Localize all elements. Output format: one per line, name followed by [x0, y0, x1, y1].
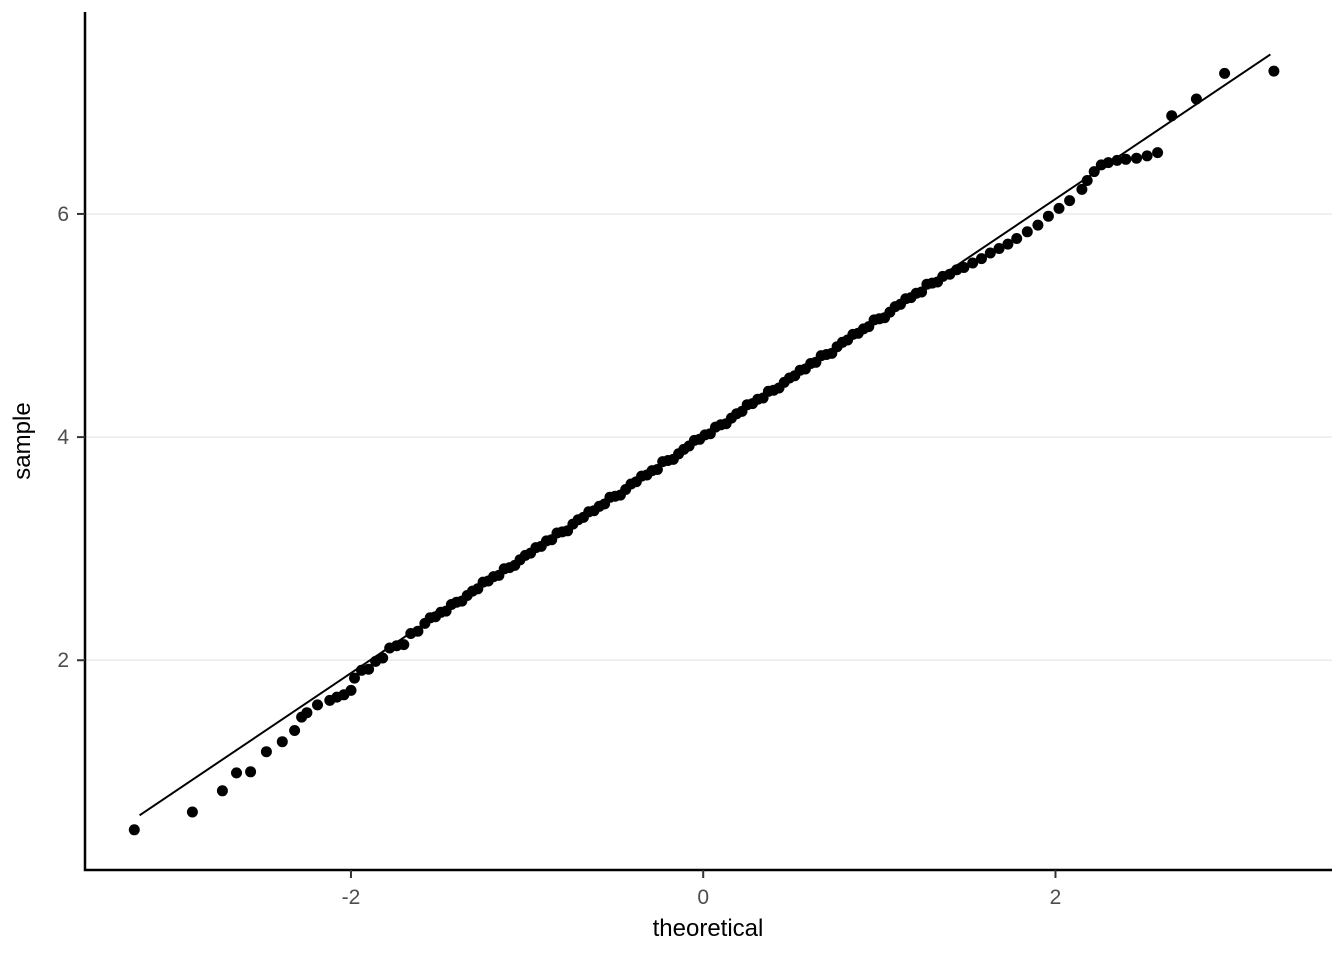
- data-point: [984, 247, 996, 259]
- y-tick-label: 2: [57, 649, 69, 672]
- data-point: [1042, 210, 1054, 222]
- data-point: [1064, 195, 1076, 207]
- data-point: [186, 806, 198, 818]
- data-point: [245, 766, 257, 778]
- data-point: [1011, 233, 1023, 244]
- data-point: [976, 253, 987, 265]
- y-axis-title: sample: [9, 402, 36, 479]
- data-point: [412, 625, 424, 637]
- data-point: [260, 746, 272, 758]
- data-point: [276, 736, 288, 748]
- data-point: [312, 699, 323, 711]
- data-point: [216, 785, 228, 797]
- data-point: [1053, 202, 1065, 214]
- y-tick-label: 6: [57, 203, 69, 226]
- data-point: [1076, 183, 1088, 195]
- data-point: [1268, 65, 1280, 77]
- data-point: [1111, 154, 1123, 166]
- data-point: [363, 663, 375, 675]
- data-point: [289, 725, 301, 736]
- x-tick-label: -2: [342, 886, 361, 909]
- data-point: [1021, 226, 1033, 238]
- data-point: [1081, 175, 1093, 186]
- data-point: [398, 639, 410, 651]
- data-point: [231, 767, 242, 779]
- x-axis-title: theoretical: [653, 915, 764, 942]
- data-point: [958, 262, 970, 273]
- axis-ticks: [77, 212, 1057, 878]
- data-point: [1219, 67, 1231, 79]
- data-point: [128, 824, 140, 836]
- data-point: [1141, 150, 1153, 162]
- data-point: [993, 243, 1005, 254]
- y-tick-label: 4: [57, 426, 69, 449]
- data-point: [1190, 93, 1202, 105]
- data-point: [301, 707, 313, 719]
- axes: [83, 12, 1332, 872]
- data-point: [1131, 152, 1142, 164]
- axis-tick-labels: -2 0 2 2 4 6: [57, 203, 1061, 909]
- data-point: [1120, 153, 1132, 165]
- axis-lines: [83, 12, 1332, 872]
- data-point: [916, 286, 928, 298]
- data-point: [345, 684, 357, 696]
- x-tick-label: 2: [1050, 886, 1062, 909]
- qq-reference-line: [139, 53, 1271, 817]
- data-point: [1002, 238, 1014, 250]
- data-point: [1152, 147, 1164, 159]
- data-point: [377, 652, 389, 664]
- x-tick-label: 0: [697, 886, 709, 909]
- data-point: [349, 672, 360, 684]
- reference-line-layer: [139, 53, 1271, 817]
- data-point: [651, 464, 663, 475]
- data-point: [1032, 219, 1044, 231]
- data-point: [967, 257, 979, 269]
- scatter-points: [128, 65, 1280, 836]
